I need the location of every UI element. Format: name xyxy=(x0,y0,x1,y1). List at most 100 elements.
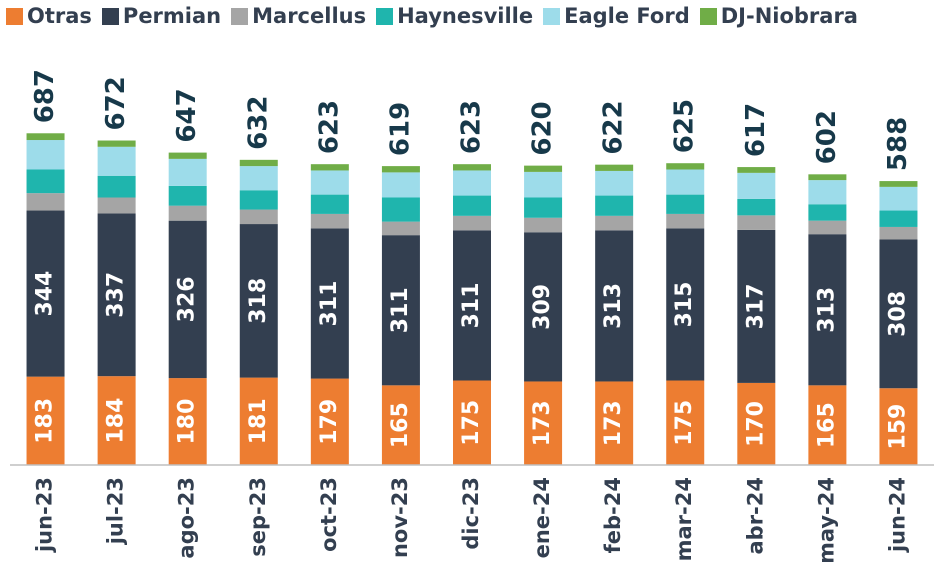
bar-segment xyxy=(666,380,705,465)
segment-label: 344 xyxy=(33,271,58,317)
bar-segment xyxy=(381,385,420,465)
bar-segment xyxy=(524,171,563,198)
bar-segment xyxy=(737,215,776,230)
bar-segment xyxy=(97,146,136,176)
bar-segment xyxy=(168,185,207,206)
total-label: 617 xyxy=(741,103,771,157)
bar-segment xyxy=(879,186,918,211)
legend-label: Eagle Ford xyxy=(564,4,690,28)
bar-segment xyxy=(808,204,847,221)
bar-segment xyxy=(453,215,491,231)
total-label: 602 xyxy=(812,110,842,164)
bar-segment xyxy=(524,381,563,465)
x-tick-label: jun-23 xyxy=(33,477,57,553)
bar-segment xyxy=(879,388,918,465)
bar-segment xyxy=(737,172,776,199)
segment-label: 175 xyxy=(672,400,697,446)
legend-item: Eagle Ford xyxy=(543,4,690,28)
segment-label: 173 xyxy=(530,400,555,446)
total-label: 625 xyxy=(670,99,700,153)
x-tick-label: nov-23 xyxy=(388,477,412,558)
bar-segment xyxy=(26,210,65,377)
bar-segment xyxy=(453,195,491,216)
legend-swatch xyxy=(101,7,119,25)
bar-segment xyxy=(168,378,207,465)
bar-segment xyxy=(239,190,278,210)
segment-label: 179 xyxy=(317,399,342,445)
bar-segment xyxy=(26,376,65,465)
legend-item: Permian xyxy=(101,4,222,28)
bar-segment xyxy=(595,215,634,231)
total-label: 647 xyxy=(172,88,202,142)
segment-label: 175 xyxy=(459,400,484,446)
segment-label: 159 xyxy=(885,404,910,450)
segment-label: 311 xyxy=(388,287,413,333)
segment-label: 180 xyxy=(175,399,200,445)
bar-segment xyxy=(666,194,705,214)
x-tick-label: jun-24 xyxy=(885,477,909,553)
legend-item: Haynesville xyxy=(376,4,533,28)
bar-segment xyxy=(737,167,776,173)
bar-segment xyxy=(879,181,918,187)
bar-segment xyxy=(808,385,847,465)
bar-segment xyxy=(524,197,563,218)
segment-label: 181 xyxy=(246,398,271,444)
segment-label: 184 xyxy=(104,398,129,444)
bar-segment xyxy=(239,209,278,225)
total-label: 623 xyxy=(314,100,344,154)
bar-segment xyxy=(310,378,349,465)
x-tick-label: mar-24 xyxy=(672,477,696,561)
segment-label: 311 xyxy=(459,282,484,328)
bar-segment xyxy=(97,197,136,214)
legend-swatch xyxy=(376,7,394,25)
bar-segment xyxy=(666,169,705,195)
bar-segment xyxy=(595,230,634,382)
bar-segment xyxy=(97,175,136,198)
total-label: 619 xyxy=(385,102,415,156)
x-tick-label: ago-23 xyxy=(175,477,199,559)
legend-label: Permian xyxy=(122,4,222,28)
x-tick-label: ene-24 xyxy=(530,477,554,558)
bar-segment xyxy=(239,224,278,378)
segment-label: 165 xyxy=(814,402,839,448)
bar-segment xyxy=(666,228,705,381)
bar-segment xyxy=(168,205,207,221)
legend: Otras Permian Marcellus Haynesville Eagle Fo… xyxy=(6,4,858,28)
bar-segment xyxy=(808,180,847,205)
bar-segment xyxy=(26,140,65,170)
bar-segment xyxy=(381,172,420,198)
x-tick-label: abr-24 xyxy=(743,477,767,555)
segment-label: 318 xyxy=(246,278,271,324)
total-label: 622 xyxy=(599,100,629,154)
x-tick-label: dic-23 xyxy=(459,477,483,550)
total-label: 623 xyxy=(457,100,487,154)
total-label: 672 xyxy=(101,76,131,130)
bar-segment xyxy=(453,230,491,381)
bar-segment xyxy=(310,213,349,229)
bar-segment xyxy=(381,221,420,236)
bar-segment xyxy=(879,210,918,227)
bar-segment xyxy=(595,381,634,465)
legend-swatch xyxy=(231,7,249,25)
x-tick-label: sep-23 xyxy=(246,477,270,557)
x-tick-label: feb-24 xyxy=(601,477,625,553)
bar-segment xyxy=(239,166,278,191)
bar-segment xyxy=(737,382,776,465)
bar-segment xyxy=(26,169,65,194)
bar-segment xyxy=(26,133,65,141)
bar-segment xyxy=(595,195,634,216)
segment-label: 183 xyxy=(33,398,58,444)
legend-item: Otras xyxy=(6,4,92,28)
bar-segment xyxy=(666,163,705,170)
legend-label: Haynesville xyxy=(397,4,534,28)
segment-label: 313 xyxy=(814,287,839,333)
segment-label: 309 xyxy=(530,284,555,330)
x-tick-label: jul-23 xyxy=(104,477,128,545)
bar-segment xyxy=(310,170,349,195)
legend-label: Marcellus xyxy=(252,4,367,28)
total-label: 620 xyxy=(528,101,558,155)
total-label: 687 xyxy=(30,69,60,123)
legend-swatch xyxy=(699,7,717,25)
bar-segment xyxy=(666,213,705,229)
